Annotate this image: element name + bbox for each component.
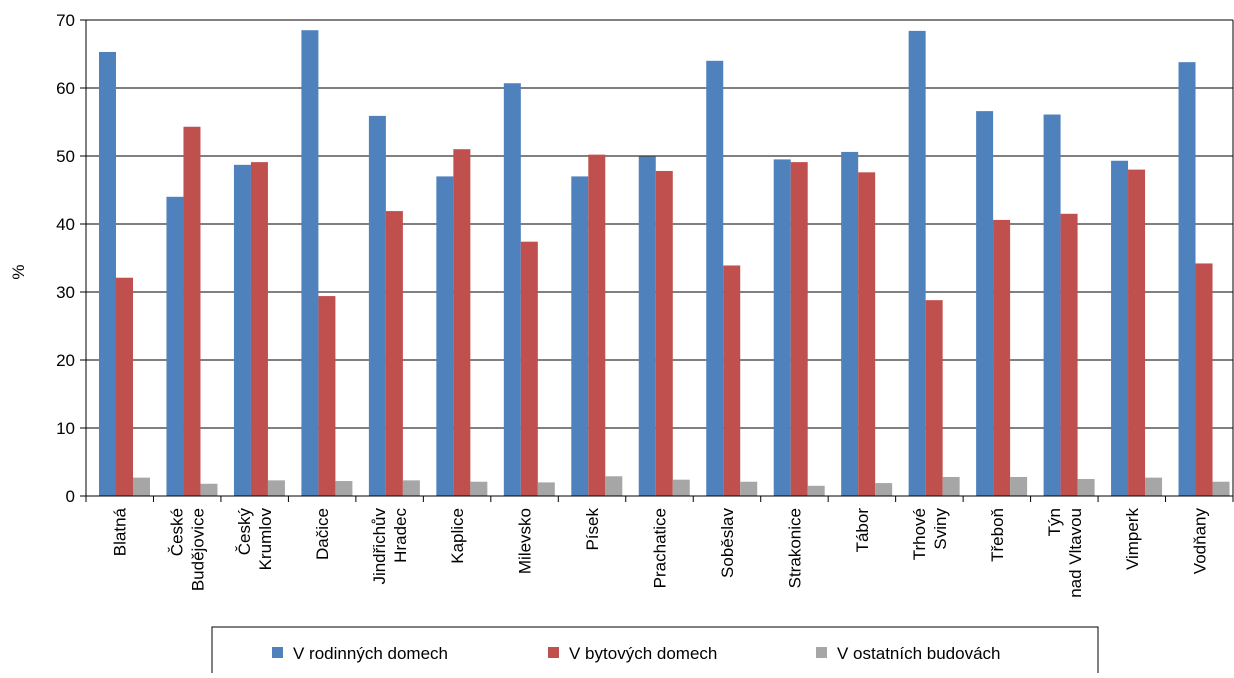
bar-rodinne — [233, 164, 251, 496]
legend-label: V ostatních budovách — [837, 644, 1001, 663]
x-tick-label: Hradec — [391, 508, 410, 563]
x-tick-label: Krumlov — [256, 508, 275, 571]
y-tick-label: 10 — [56, 419, 75, 438]
bar-bytove — [723, 265, 741, 496]
legend-label: V bytových domech — [569, 644, 717, 663]
bar-rodinne — [638, 156, 656, 496]
axes — [80, 19, 1234, 502]
legend-box — [211, 626, 1099, 678]
bar-ostatni — [200, 483, 218, 496]
x-tick-label: České — [168, 508, 187, 556]
bar-ostatni — [1212, 481, 1230, 496]
bar-bytove — [1128, 169, 1146, 496]
bar-ostatni — [942, 476, 960, 496]
y-tick-label: 0 — [66, 487, 75, 506]
y-axis-label: % — [9, 264, 28, 279]
legend-swatch — [272, 647, 283, 658]
legend-swatch — [548, 647, 559, 658]
x-tick-label: Soběslav — [718, 508, 737, 578]
bar-bytove — [858, 172, 876, 496]
bar-rodinne — [841, 151, 859, 497]
bar-bytove — [385, 211, 403, 496]
bar-ostatni — [672, 479, 690, 496]
bar-ostatni — [605, 476, 623, 496]
x-tick-label: Tábor — [853, 508, 872, 553]
bar-ostatni — [1145, 477, 1163, 496]
bar-bytove — [1195, 263, 1213, 496]
x-tick-label: Trhové — [910, 508, 929, 560]
x-tick-label: Strakonice — [785, 508, 804, 588]
bar-ostatni — [267, 480, 285, 496]
x-tick-label: Prachatice — [651, 508, 670, 588]
bar-rodinne — [1178, 62, 1196, 496]
y-tick-label: 50 — [56, 147, 75, 166]
bar-bytove — [588, 154, 606, 496]
bar-bytove — [116, 277, 133, 496]
legend-label: V rodinných domech — [293, 644, 448, 663]
x-tick-label: Vodňany — [1190, 508, 1209, 575]
x-tick-label: Sviny — [931, 508, 950, 550]
x-tick-label: nad Vltavou — [1066, 508, 1085, 598]
y-tick-labels: 0 10 20 30 40 50 60 70 — [56, 11, 75, 506]
bar-rodinne — [773, 159, 791, 496]
y-tick-label: 40 — [56, 215, 75, 234]
bar-ostatni — [875, 483, 893, 496]
bar-ostatni — [402, 480, 420, 496]
bar-bytove — [453, 149, 471, 496]
y-tick-label: 30 — [56, 283, 75, 302]
x-tick-label: Milevsko — [516, 508, 535, 574]
legend-swatch — [816, 647, 827, 658]
bar-bytove — [250, 162, 268, 496]
x-tick-label: Vimperk — [1123, 508, 1142, 571]
bar-bytove — [993, 219, 1011, 497]
bar-ostatni — [807, 485, 825, 496]
x-tick-labels: Blatná České Budějovice Český Krumlov Dačice J… — [111, 507, 1210, 597]
legend: V rodinných domech V bytových domech V ost… — [211, 626, 1099, 678]
x-tick-label: Týn — [1045, 508, 1064, 536]
bar-rodinne — [503, 83, 521, 497]
bar-ostatni — [537, 482, 555, 496]
bar-rodinne — [99, 51, 116, 497]
y-tick-label: 70 — [56, 11, 75, 30]
bar-rodinne — [166, 196, 184, 497]
bar-ostatni — [1010, 476, 1028, 496]
y-tick-label: 20 — [56, 351, 75, 370]
bar-bytove — [1060, 213, 1078, 497]
x-tick-label: Písek — [583, 508, 602, 551]
x-tick-label: Český — [235, 508, 254, 556]
bar-ostatni — [740, 481, 758, 496]
bar-rodinne — [1043, 114, 1061, 497]
y-tick-label: 60 — [56, 79, 75, 98]
x-tick-label: Třeboň — [988, 508, 1007, 562]
bar-bytove — [790, 162, 808, 496]
bar-bytove — [318, 296, 336, 496]
x-tick-label: Jindřichův — [370, 508, 389, 585]
bar-rodinne — [368, 115, 386, 496]
bar-bytove — [183, 126, 201, 496]
bar-rodinne — [1111, 160, 1129, 496]
bars — [99, 30, 1230, 497]
bar-rodinne — [908, 30, 926, 496]
bar-rodinne — [301, 30, 319, 496]
bar-rodinne — [976, 111, 994, 497]
bar-rodinne — [571, 176, 589, 496]
bar-ostatni — [1077, 479, 1095, 496]
bar-bytove — [655, 170, 673, 496]
x-tick-label: Budějovice — [189, 508, 208, 591]
x-tick-label: Dačice — [313, 508, 332, 560]
bar-rodinne — [706, 60, 724, 497]
bar-ostatni — [335, 481, 353, 496]
bar-ostatni — [133, 477, 150, 496]
x-tick-label: Kaplice — [448, 508, 467, 564]
bar-bytove — [925, 300, 943, 496]
bar-bytove — [520, 241, 538, 496]
bar-ostatni — [470, 481, 488, 496]
x-tick-label: Blatná — [111, 507, 130, 556]
bar-rodinne — [436, 176, 454, 496]
